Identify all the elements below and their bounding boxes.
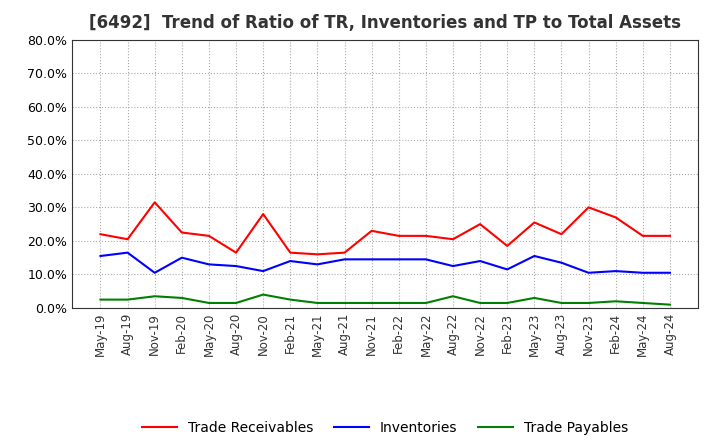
Inventories — [341, 257, 349, 262]
Inventories — [123, 250, 132, 255]
Inventories — [367, 257, 376, 262]
Inventories — [259, 268, 268, 274]
Trade Receivables — [611, 215, 620, 220]
Trade Receivables — [313, 252, 322, 257]
Inventories — [449, 264, 457, 269]
Trade Payables — [259, 292, 268, 297]
Trade Payables — [232, 301, 240, 306]
Trade Receivables — [476, 221, 485, 227]
Trade Receivables — [503, 243, 511, 249]
Inventories — [395, 257, 403, 262]
Inventories — [204, 262, 213, 267]
Inventories — [557, 260, 566, 265]
Trade Payables — [286, 297, 294, 302]
Trade Receivables — [557, 231, 566, 237]
Inventories — [584, 270, 593, 275]
Title: [6492]  Trend of Ratio of TR, Inventories and TP to Total Assets: [6492] Trend of Ratio of TR, Inventories… — [89, 15, 681, 33]
Trade Receivables — [150, 200, 159, 205]
Trade Receivables — [204, 233, 213, 238]
Inventories — [530, 253, 539, 259]
Trade Payables — [341, 301, 349, 306]
Trade Receivables — [367, 228, 376, 234]
Trade Payables — [611, 299, 620, 304]
Line: Trade Receivables: Trade Receivables — [101, 202, 670, 254]
Trade Receivables — [123, 237, 132, 242]
Trade Payables — [367, 301, 376, 306]
Inventories — [476, 258, 485, 264]
Trade Receivables — [530, 220, 539, 225]
Trade Receivables — [286, 250, 294, 255]
Inventories — [286, 258, 294, 264]
Trade Payables — [665, 302, 674, 307]
Inventories — [421, 257, 430, 262]
Trade Payables — [557, 301, 566, 306]
Trade Payables — [449, 293, 457, 299]
Trade Receivables — [639, 233, 647, 238]
Inventories — [639, 270, 647, 275]
Inventories — [665, 270, 674, 275]
Trade Receivables — [449, 237, 457, 242]
Trade Payables — [639, 301, 647, 306]
Trade Payables — [395, 301, 403, 306]
Inventories — [96, 253, 105, 259]
Inventories — [232, 264, 240, 269]
Line: Inventories: Inventories — [101, 253, 670, 273]
Line: Trade Payables: Trade Payables — [101, 295, 670, 304]
Trade Receivables — [259, 211, 268, 216]
Trade Payables — [584, 301, 593, 306]
Trade Receivables — [395, 233, 403, 238]
Trade Payables — [150, 293, 159, 299]
Trade Receivables — [665, 233, 674, 238]
Legend: Trade Receivables, Inventories, Trade Payables: Trade Receivables, Inventories, Trade Pa… — [137, 415, 634, 440]
Inventories — [503, 267, 511, 272]
Trade Receivables — [584, 205, 593, 210]
Inventories — [178, 255, 186, 260]
Trade Payables — [178, 295, 186, 301]
Trade Payables — [123, 297, 132, 302]
Trade Receivables — [341, 250, 349, 255]
Trade Payables — [313, 301, 322, 306]
Trade Receivables — [178, 230, 186, 235]
Trade Payables — [476, 301, 485, 306]
Trade Receivables — [421, 233, 430, 238]
Trade Payables — [421, 301, 430, 306]
Trade Payables — [503, 301, 511, 306]
Trade Payables — [96, 297, 105, 302]
Trade Payables — [204, 301, 213, 306]
Trade Receivables — [96, 231, 105, 237]
Inventories — [313, 262, 322, 267]
Trade Receivables — [232, 250, 240, 255]
Trade Payables — [530, 295, 539, 301]
Inventories — [611, 268, 620, 274]
Inventories — [150, 270, 159, 275]
